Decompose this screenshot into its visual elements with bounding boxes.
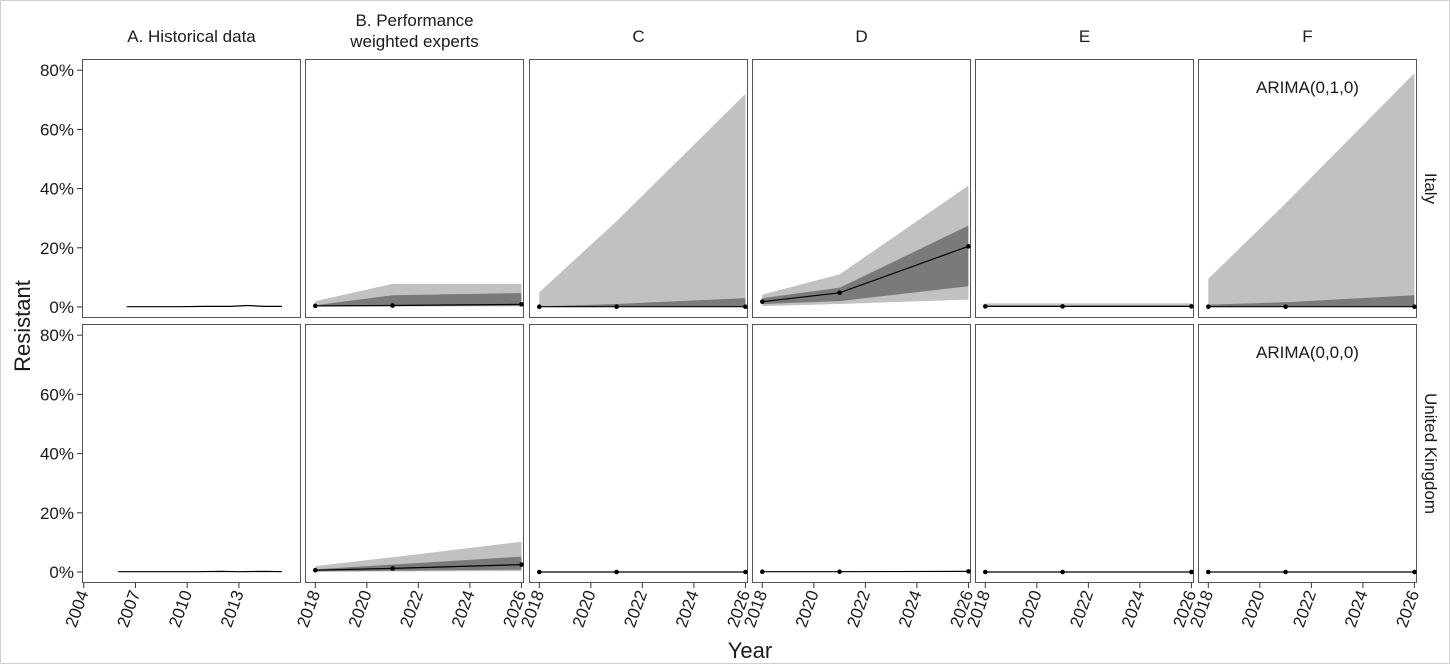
panel-frame: [306, 60, 524, 318]
y-tick-label: 20%: [40, 239, 74, 258]
y-axis-title: Resistant: [10, 280, 35, 372]
panel-frame: [976, 60, 1194, 318]
data-point: [1189, 570, 1194, 575]
y-tick-label: 40%: [40, 445, 74, 464]
y-tick-label: 80%: [40, 326, 74, 345]
panel-frame: [753, 325, 971, 583]
data-point: [760, 299, 765, 304]
panel: [306, 60, 524, 318]
column-title: A. Historical data: [127, 27, 256, 46]
data-point: [743, 304, 748, 309]
column-title: F: [1302, 27, 1312, 46]
data-point: [1412, 304, 1417, 309]
data-point: [1283, 304, 1288, 309]
data-point: [519, 302, 524, 307]
y-tick-label: 0%: [49, 563, 74, 582]
model-annotation: ARIMA(0,1,0): [1256, 78, 1359, 97]
data-point: [966, 569, 971, 574]
row-label: United Kingdom: [1421, 393, 1440, 514]
panel: [753, 325, 971, 583]
y-tick-label: 80%: [40, 61, 74, 80]
y-tick-label: 60%: [40, 385, 74, 404]
column-title: C: [632, 27, 644, 46]
panel: [530, 60, 748, 318]
panel: [83, 60, 301, 318]
data-point: [390, 303, 395, 308]
column-title: B. Performance: [355, 11, 473, 30]
panel-frame: [976, 325, 1194, 583]
data-point: [1060, 304, 1065, 309]
panel-frame: [83, 60, 301, 318]
panel: [753, 60, 971, 318]
data-point: [1206, 570, 1211, 575]
x-axis-title: Year: [728, 638, 772, 663]
panel-frame: [530, 325, 748, 583]
y-tick-label: 40%: [40, 180, 74, 199]
data-point: [614, 304, 619, 309]
data-point: [313, 568, 318, 573]
data-point: [537, 304, 542, 309]
data-point: [983, 304, 988, 309]
panel: [530, 325, 748, 583]
panel-frame: [83, 325, 301, 583]
data-point: [537, 570, 542, 575]
column-title: D: [855, 27, 867, 46]
y-tick-label: 0%: [49, 298, 74, 317]
data-point: [1060, 570, 1065, 575]
y-tick-label: 20%: [40, 504, 74, 523]
column-title: weighted experts: [349, 32, 479, 51]
data-point: [837, 290, 842, 295]
data-point: [313, 304, 318, 309]
panel: [83, 325, 301, 583]
data-point: [1412, 570, 1417, 575]
data-point: [837, 569, 842, 574]
row-label: Italy: [1421, 173, 1440, 205]
data-point: [390, 566, 395, 571]
panel: [976, 325, 1194, 583]
y-tick-label: 60%: [40, 120, 74, 139]
column-title: E: [1079, 27, 1090, 46]
data-point: [614, 570, 619, 575]
panel: [976, 60, 1194, 318]
panel: [306, 325, 524, 583]
model-annotation: ARIMA(0,0,0): [1256, 343, 1359, 362]
data-point: [1189, 304, 1194, 309]
data-point: [1283, 570, 1288, 575]
panel-frame: [306, 325, 524, 583]
panel: [1199, 60, 1417, 318]
data-point: [519, 562, 524, 567]
panel-frame: [1199, 325, 1417, 583]
data-point: [743, 570, 748, 575]
data-point: [760, 569, 765, 574]
data-point: [983, 570, 988, 575]
data-point: [1206, 304, 1211, 309]
data-point: [966, 244, 971, 249]
panel: [1199, 325, 1417, 583]
